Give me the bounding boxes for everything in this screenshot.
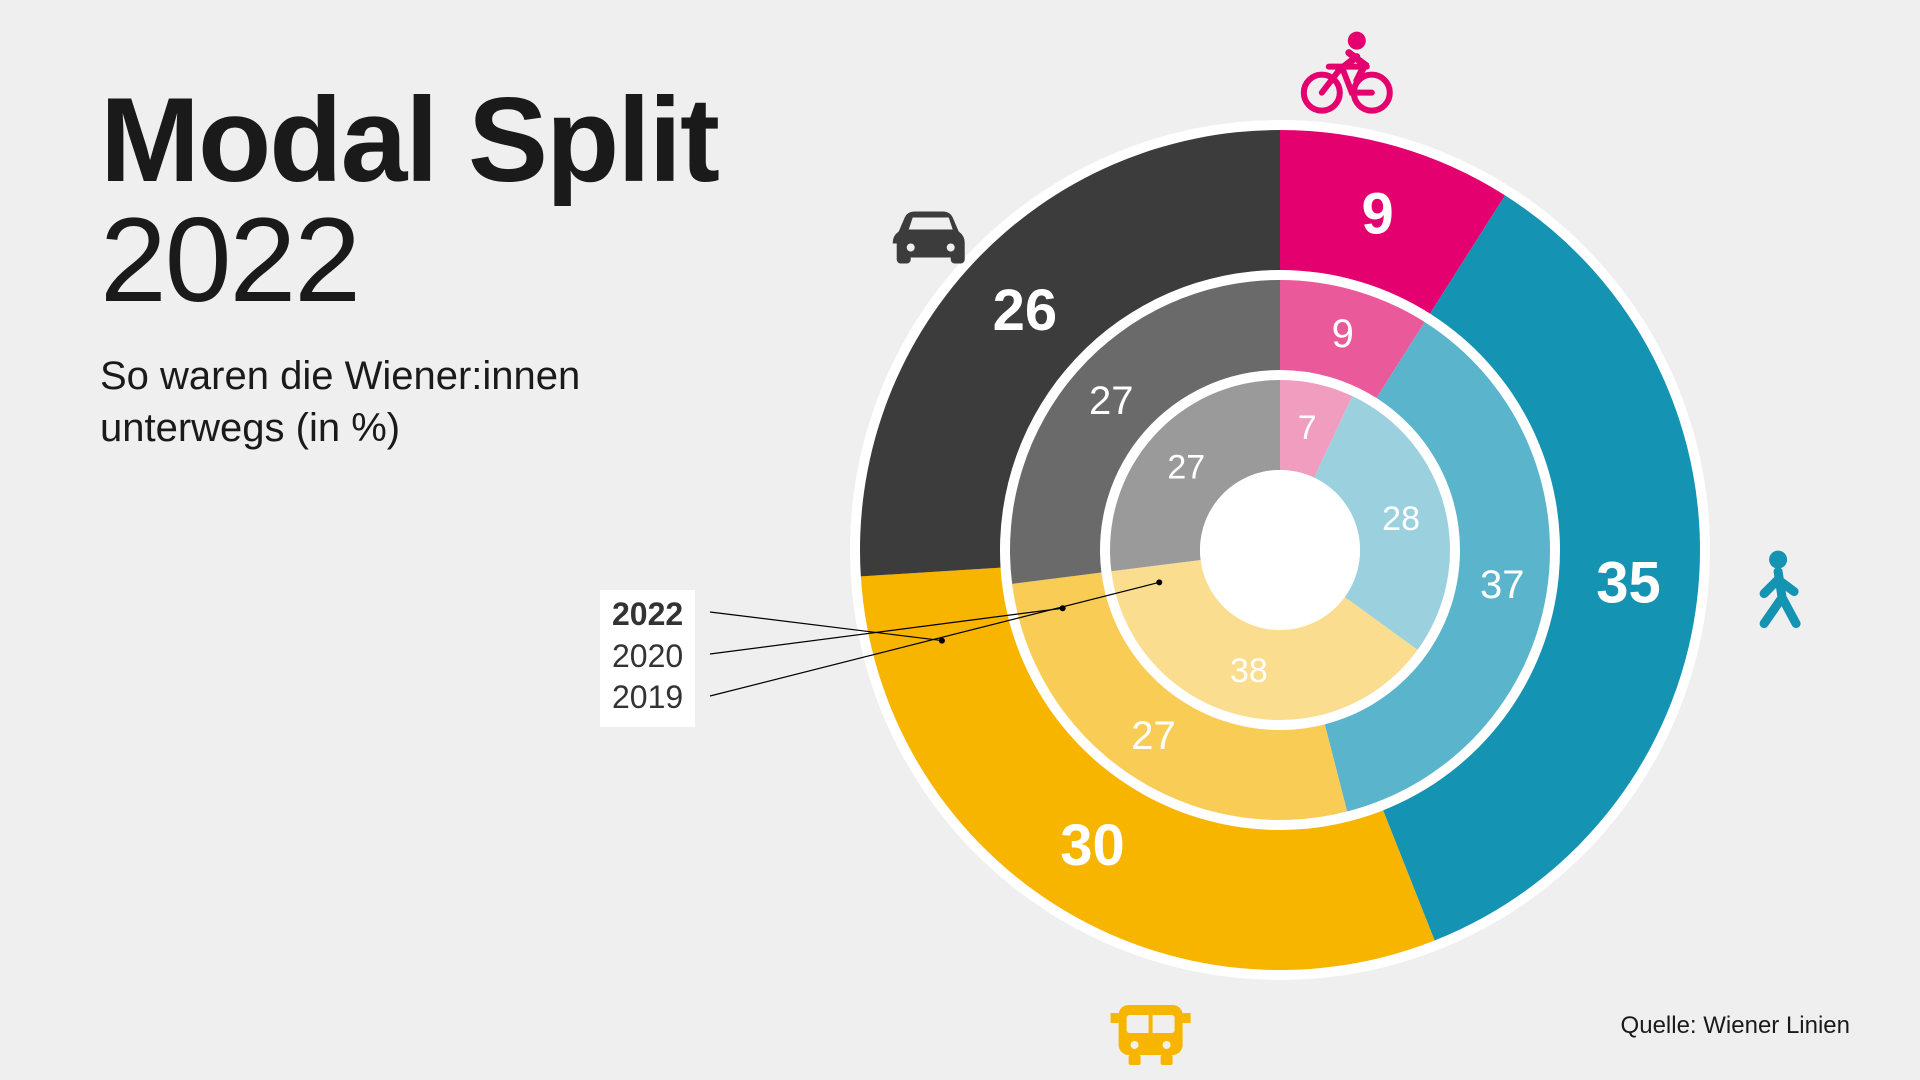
value-label-2019-car: 27 bbox=[1167, 448, 1205, 486]
value-label-2019-walk: 28 bbox=[1382, 500, 1420, 538]
leader-dot-2019 bbox=[1156, 579, 1162, 585]
bicycle-icon bbox=[1304, 32, 1390, 111]
year-2022: 2022 bbox=[612, 594, 683, 636]
pedestrian-icon bbox=[1764, 551, 1796, 624]
value-label-2022-walk: 35 bbox=[1596, 550, 1661, 615]
value-label-2020-walk: 37 bbox=[1480, 563, 1525, 607]
value-label-2020-bike: 9 bbox=[1332, 312, 1354, 356]
bus-icon bbox=[1111, 1005, 1191, 1065]
year-2019: 2019 bbox=[612, 677, 683, 719]
value-label-2022-transit: 30 bbox=[1060, 813, 1125, 878]
modal-split-chart: 9 35 30 26 9 37 27 27 7 28 38 27 bbox=[0, 0, 1920, 1080]
value-label-2022-car: 26 bbox=[993, 278, 1058, 343]
source-label: Quelle: Wiener Linien bbox=[1621, 1012, 1850, 1040]
year-legend: 202220202019 bbox=[600, 590, 695, 727]
value-label-2019-bike: 7 bbox=[1298, 409, 1317, 447]
car-icon bbox=[893, 212, 965, 264]
value-label-2020-transit: 27 bbox=[1131, 714, 1176, 758]
center-hole bbox=[1200, 470, 1360, 630]
value-label-2020-car: 27 bbox=[1089, 379, 1134, 423]
leader-dot-2022 bbox=[939, 638, 945, 644]
value-label-2022-bike: 9 bbox=[1362, 181, 1394, 246]
year-2020: 2020 bbox=[612, 636, 683, 678]
value-label-2019-transit: 38 bbox=[1230, 652, 1268, 690]
